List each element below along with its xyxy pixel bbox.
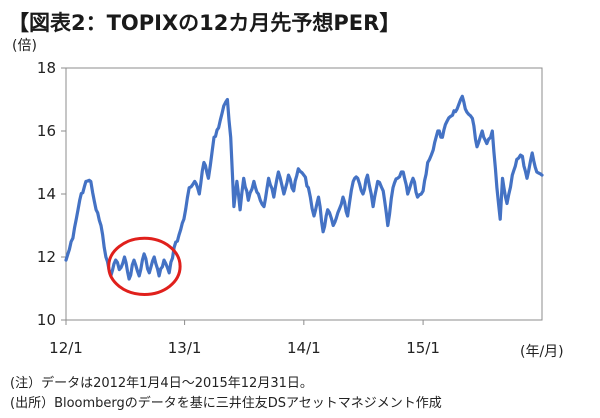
- x-tick-label: 14/1: [287, 339, 321, 357]
- chart-title: 【図表2：TOPIXの12カ月先予想PER】: [8, 11, 400, 35]
- y-axis-unit: (倍): [12, 38, 37, 54]
- x-axis-unit: (年/月): [520, 344, 564, 360]
- x-tick-label: 15/1: [406, 339, 440, 357]
- footnote-source: (出所）Bloombergのデータを基に三井住友DSアセットマネジメント作成: [10, 396, 442, 411]
- y-tick-label: 18: [37, 59, 56, 77]
- y-tick-label: 16: [37, 122, 56, 140]
- per-series-line: [64, 94, 544, 281]
- highlight-ellipse: [107, 236, 182, 296]
- y-axis: 10 12 14 16 18: [37, 59, 66, 329]
- y-tick-label: 14: [37, 185, 56, 203]
- x-tick-label: 12/1: [49, 339, 83, 357]
- footnote-note: (注）データは2012年1月4日～2015年12月31日。: [10, 376, 313, 391]
- plot-area: [65, 67, 543, 321]
- y-tick-label: 10: [37, 311, 56, 329]
- y-tick-label: 12: [37, 248, 56, 266]
- x-axis: 12/1 13/1 14/1 15/1: [49, 320, 440, 357]
- x-tick-label: 13/1: [168, 339, 202, 357]
